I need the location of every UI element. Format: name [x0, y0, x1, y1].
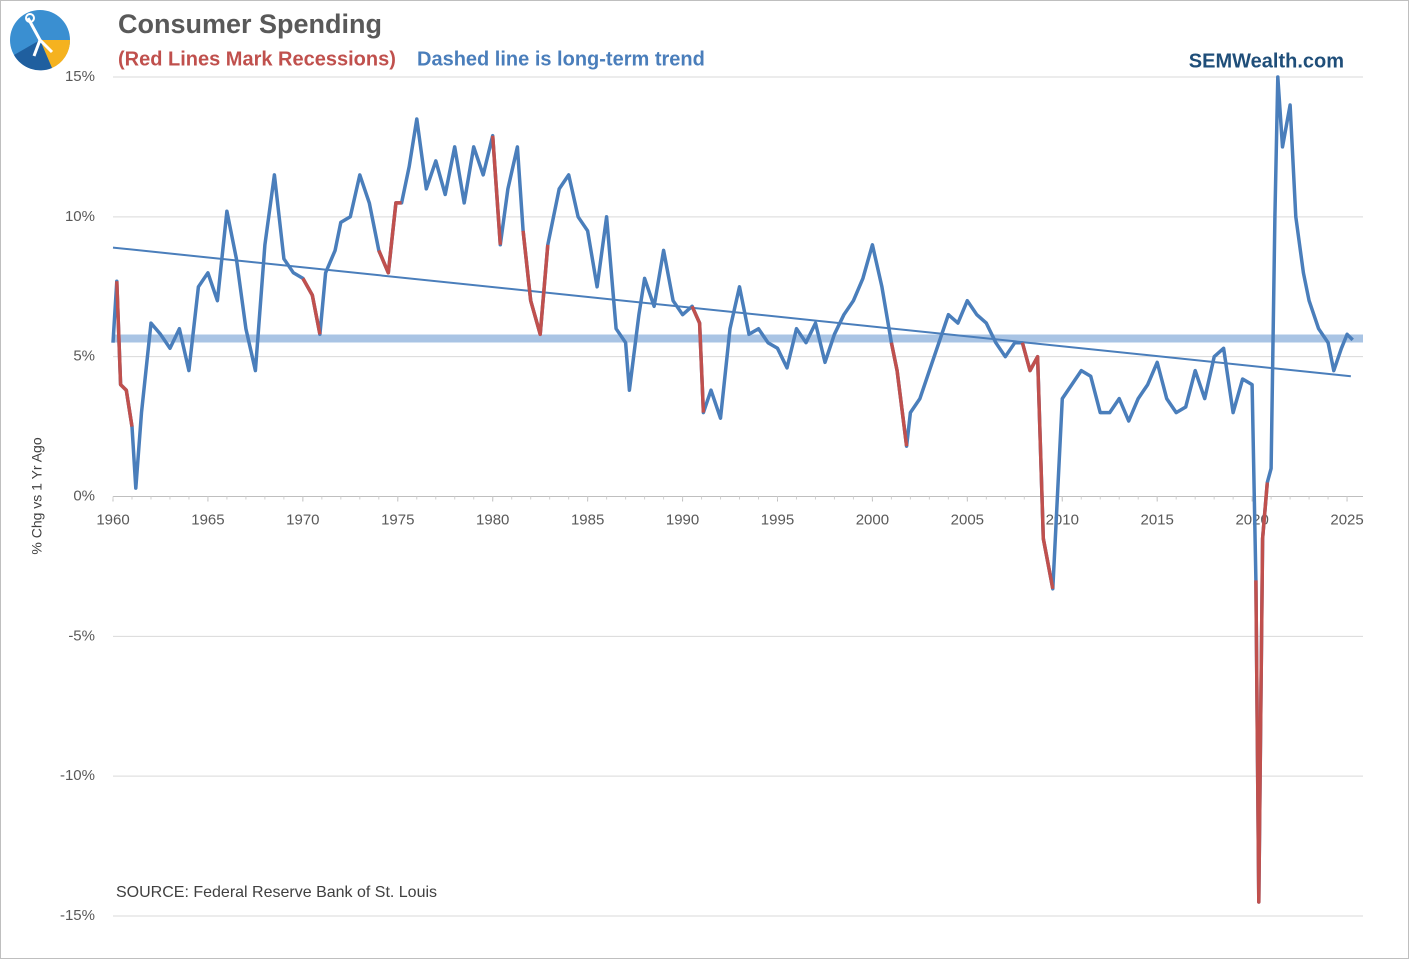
logo [10, 10, 71, 71]
x-tick-label: 1995 [761, 511, 794, 528]
y-tick-label: -10% [60, 767, 95, 784]
x-tick-label: 2000 [856, 511, 889, 528]
x-tick-label: 1980 [476, 511, 509, 528]
y-tick-label: 15% [65, 68, 95, 85]
trend-line [112, 246, 1351, 378]
chart-title: Consumer Spending [118, 9, 382, 39]
y-tick-label: 0% [73, 487, 95, 504]
source-note: SOURCE: Federal Reserve Bank of St. Loui… [116, 884, 437, 901]
x-tick-label: 1960 [96, 511, 129, 528]
x-tick-label: 1990 [666, 511, 699, 528]
x-tick-label: 1970 [286, 511, 319, 528]
series-line [115, 135, 1270, 904]
brand: SEMWealth.com [1189, 50, 1344, 72]
y-tick-label: -5% [68, 627, 95, 644]
x-tick-label: 2025 [1330, 511, 1363, 528]
x-tick-label: 1985 [571, 511, 604, 528]
x-tick-label: 2015 [1141, 511, 1174, 528]
x-tick-label: 2020 [1235, 511, 1268, 528]
x-tick-label: 2010 [1046, 511, 1079, 528]
subtitle-blue: Dashed line is long-term trend [417, 48, 705, 70]
x-tick-label: 1965 [191, 511, 224, 528]
x-tick-label: 2005 [951, 511, 984, 528]
y-tick-label: 5% [73, 348, 95, 365]
subtitle-red: (Red Lines Mark Recessions) [118, 48, 396, 70]
y-tick-label: -15% [60, 907, 95, 924]
y-tick-label: 10% [65, 208, 95, 225]
y-axis-label: % Chg vs 1 Yr Ago [29, 437, 45, 554]
x-tick-label: 1975 [381, 511, 414, 528]
